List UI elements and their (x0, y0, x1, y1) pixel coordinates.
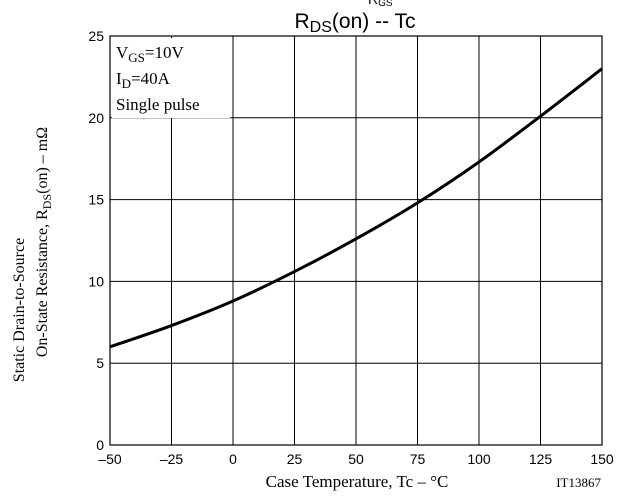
annotation-vgs: VGS=10V (116, 43, 184, 65)
figure-code: IT13867 (556, 475, 601, 490)
top-clipped-label: RGS (368, 0, 393, 9)
annotation-id: ID=40A (116, 69, 171, 91)
y-tick-label: 0 (96, 437, 104, 453)
x-tick-label: –25 (160, 451, 184, 467)
y-tick-labels: 0 5 10 15 20 25 (88, 28, 104, 453)
x-tick-label: 0 (229, 451, 237, 467)
condition-annotations: VGS=10V ID=40A Single pulse (112, 38, 230, 118)
x-tick-label: 125 (529, 451, 553, 467)
series-line (109, 67, 603, 349)
x-tick-label: –50 (98, 451, 122, 467)
y-tick-label: 25 (88, 28, 104, 44)
x-tick-label: 100 (467, 451, 491, 467)
y-axis-label-line1: Static Drain-to-Source (11, 238, 28, 382)
x-tick-label: 75 (410, 451, 426, 467)
y-tick-label: 15 (88, 192, 104, 208)
x-tick-label: 150 (590, 451, 614, 467)
x-tick-label: 50 (348, 451, 364, 467)
y-axis-label-line2: On-State Resistance, RDS(on) – mΩ (34, 127, 54, 357)
plot-frame (109, 35, 603, 446)
chart-title: RDS(on) -- Tc (294, 10, 415, 36)
x-tick-labels: –50 –25 0 25 50 75 100 125 150 (98, 451, 614, 467)
annotation-pulse: Single pulse (116, 95, 200, 114)
annotation-background (112, 38, 230, 118)
y-tick-label: 10 (88, 273, 104, 289)
y-tick-label: 5 (96, 355, 104, 371)
x-tick-label: 25 (287, 451, 303, 467)
y-tick-label: 20 (88, 110, 104, 126)
x-axis-label: Case Temperature, Tc – °C (266, 472, 449, 491)
